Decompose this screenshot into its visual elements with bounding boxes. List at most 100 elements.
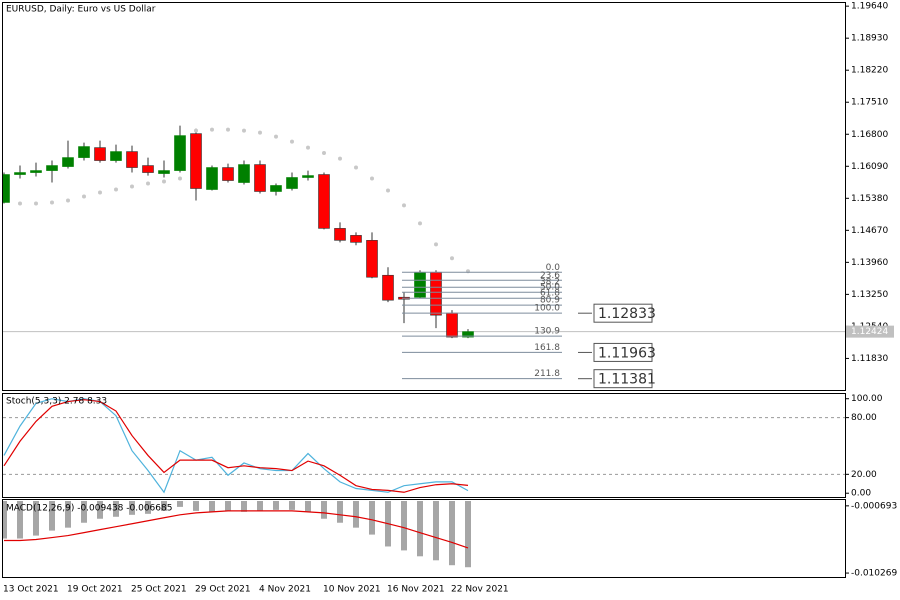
- y-tick-label: 1.18220: [851, 66, 888, 76]
- x-tick-label: 29 Oct 2021: [195, 585, 251, 595]
- candle-body: [30, 170, 42, 173]
- fib-label: 100.0: [534, 304, 560, 314]
- candle-body: [46, 165, 58, 171]
- macd-bar: [449, 500, 455, 566]
- candle-body: [3, 174, 10, 203]
- x-tick-label: 10 Nov 2021: [323, 585, 381, 595]
- macd-bar: [209, 500, 215, 512]
- candle-body: [350, 235, 362, 243]
- macd-bar: [97, 500, 103, 519]
- main-panel: [2, 2, 846, 391]
- sar-dot: [226, 127, 230, 132]
- candle-body: [14, 172, 26, 175]
- sar-dot: [402, 203, 406, 208]
- macd-bar: [353, 500, 359, 528]
- candle-body: [414, 271, 426, 298]
- sar-dot: [178, 176, 182, 181]
- sar-dot: [418, 221, 422, 226]
- target-box: [593, 342, 653, 362]
- sar-dot: [386, 188, 390, 193]
- macd-bar: [225, 500, 231, 511]
- macd-bar: [321, 500, 327, 519]
- current-price-box: [846, 325, 894, 338]
- candle-body: [110, 151, 122, 161]
- candle-body: [286, 177, 298, 189]
- macd-bar: [145, 500, 151, 514]
- macd-signal: [4, 510, 469, 549]
- sar-dot: [34, 201, 38, 206]
- chart-title: EURUSD, Daily: Euro vs US Dollar: [6, 5, 156, 15]
- y-tick-label: 1.13960: [851, 258, 888, 268]
- candle-body: [302, 175, 314, 178]
- y-tick-label: 1.16800: [851, 130, 888, 140]
- x-tick-label: 19 Oct 2021: [67, 585, 123, 595]
- candle-body: [94, 147, 106, 161]
- candle-body: [318, 174, 330, 229]
- fib-label: 80.9: [540, 296, 560, 306]
- macd-bar: [113, 500, 119, 517]
- fib-label: 38.2: [540, 278, 560, 288]
- x-tick-label: 13 Oct 2021: [3, 585, 59, 595]
- macd-bar: [81, 500, 87, 523]
- fib-label: 161.8: [534, 343, 560, 353]
- target-label: 1.11381: [598, 372, 656, 388]
- sar-dot: [338, 156, 342, 161]
- macd-bar: [193, 500, 199, 511]
- sar-dot: [130, 184, 134, 189]
- y-tick-label: 1.16090: [851, 162, 888, 172]
- y-tick-label: 1.13250: [851, 290, 888, 300]
- candle-body: [334, 228, 346, 241]
- y-tick-label: 80.00: [851, 413, 877, 423]
- macd-bar: [65, 500, 71, 528]
- candle-body: [142, 165, 154, 173]
- candle-body: [238, 164, 250, 183]
- fib-label: 50.0: [540, 283, 560, 293]
- macd-bar: [177, 500, 183, 507]
- macd-bar: [257, 500, 263, 511]
- y-tick-label: 0.00: [851, 489, 871, 499]
- macd-bar: [241, 500, 247, 512]
- y-tick-label: -0.010269: [851, 569, 897, 579]
- sar-dot: [450, 256, 454, 261]
- y-tick-label: 1.15380: [851, 194, 888, 204]
- y-tick-label: 1.19640: [851, 2, 888, 12]
- candle-body: [126, 151, 138, 168]
- candle-body: [158, 170, 170, 174]
- fib-label: 211.8: [534, 369, 560, 379]
- sar-dot: [274, 134, 278, 139]
- candle-body: [206, 167, 218, 190]
- sar-dot: [434, 242, 438, 247]
- stoch-panel: [2, 393, 846, 498]
- y-tick-label: 1.14670: [851, 226, 888, 236]
- indicator-title: MACD(12,26,9) -0.009438 -0.006685: [6, 504, 172, 514]
- y-tick-label: 100.00: [851, 394, 883, 404]
- candle-body: [462, 331, 474, 338]
- y-tick-label: 20.00: [851, 470, 877, 480]
- macd-bar: [401, 500, 407, 551]
- macd-bar: [33, 500, 39, 536]
- candle-body: [366, 240, 378, 278]
- sar-dot: [146, 181, 150, 186]
- x-tick-label: 22 Nov 2021: [451, 585, 509, 595]
- y-tick-label: 1.17510: [851, 98, 888, 108]
- sar-dot: [114, 187, 118, 192]
- macd-bar: [289, 500, 295, 510]
- fib-label: 23.6: [540, 271, 560, 281]
- y-tick-label: 1.11830: [851, 354, 888, 364]
- macd-bar: [3, 500, 7, 539]
- sar-dot: [18, 201, 22, 206]
- macd-panel: [2, 499, 846, 578]
- sar-dot: [162, 179, 166, 184]
- candle-body: [446, 312, 458, 338]
- sar-dot: [82, 194, 86, 199]
- target-label: 1.12833: [598, 306, 656, 322]
- sar-dot: [194, 128, 198, 133]
- x-tick-label: 16 Nov 2021: [387, 585, 445, 595]
- target-label: 1.11963: [598, 345, 656, 361]
- sar-dot: [242, 128, 246, 133]
- y-tick-label: -0.000693: [851, 501, 897, 511]
- fib-label: 61.8: [540, 289, 560, 299]
- candle-body: [382, 274, 394, 301]
